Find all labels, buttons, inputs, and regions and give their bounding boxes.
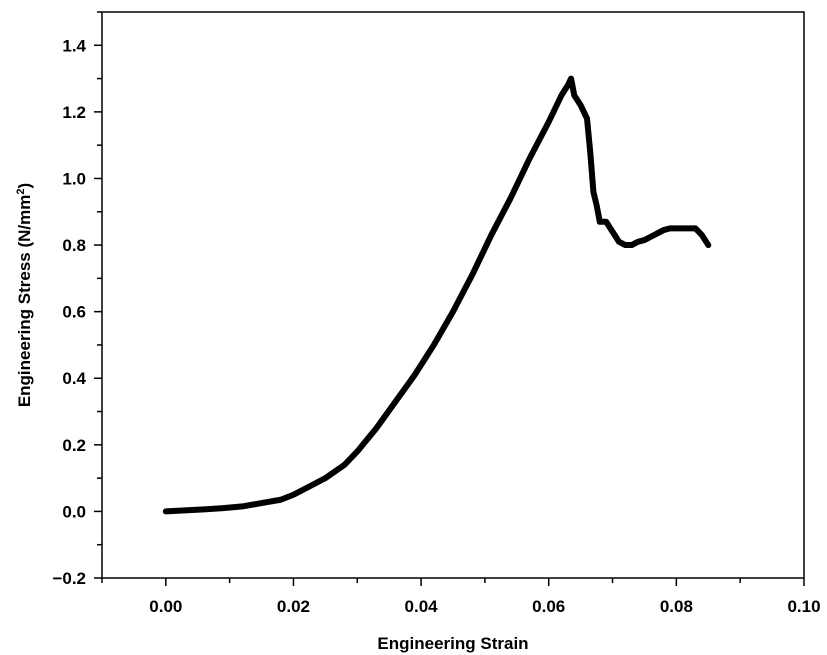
- y-tick-label: 0.4: [62, 369, 86, 388]
- y-tick-label: 0.6: [62, 303, 86, 322]
- y-tick-label: 0.0: [62, 502, 86, 521]
- x-axis-label: Engineering Strain: [377, 634, 528, 653]
- y-axis-label-tail: ): [15, 183, 34, 189]
- x-tick-label: 0.02: [277, 597, 310, 616]
- x-tick-label: 0.08: [660, 597, 693, 616]
- data-line-series: [162, 75, 712, 515]
- y-axis-label: Engineering Stress (N/mm2): [15, 183, 34, 407]
- y-tick-label: 1.0: [62, 169, 86, 188]
- plot-frame: [101, 11, 805, 579]
- x-tick-label: 0.04: [405, 597, 439, 616]
- y-axis-label-main: Engineering Stress (N/mm: [15, 195, 34, 408]
- y-tick-label: −0.2: [52, 569, 86, 588]
- y-tick-label: 0.2: [62, 436, 86, 455]
- x-tick-label: 0.10: [787, 597, 820, 616]
- x-tick-label: 0.00: [149, 597, 182, 616]
- y-tick-label: 1.2: [62, 103, 86, 122]
- y-tick-label: 0.8: [62, 236, 86, 255]
- y-tick-label: 1.4: [62, 36, 86, 55]
- y-axis-label-superscript: 2: [15, 188, 27, 194]
- x-tick-label: 0.06: [532, 597, 565, 616]
- plot-area: 0.00 0.02 0.04 0.06 0.08 0.10 −0.2 0.0 0.2 0.4 0.6…: [52, 11, 821, 616]
